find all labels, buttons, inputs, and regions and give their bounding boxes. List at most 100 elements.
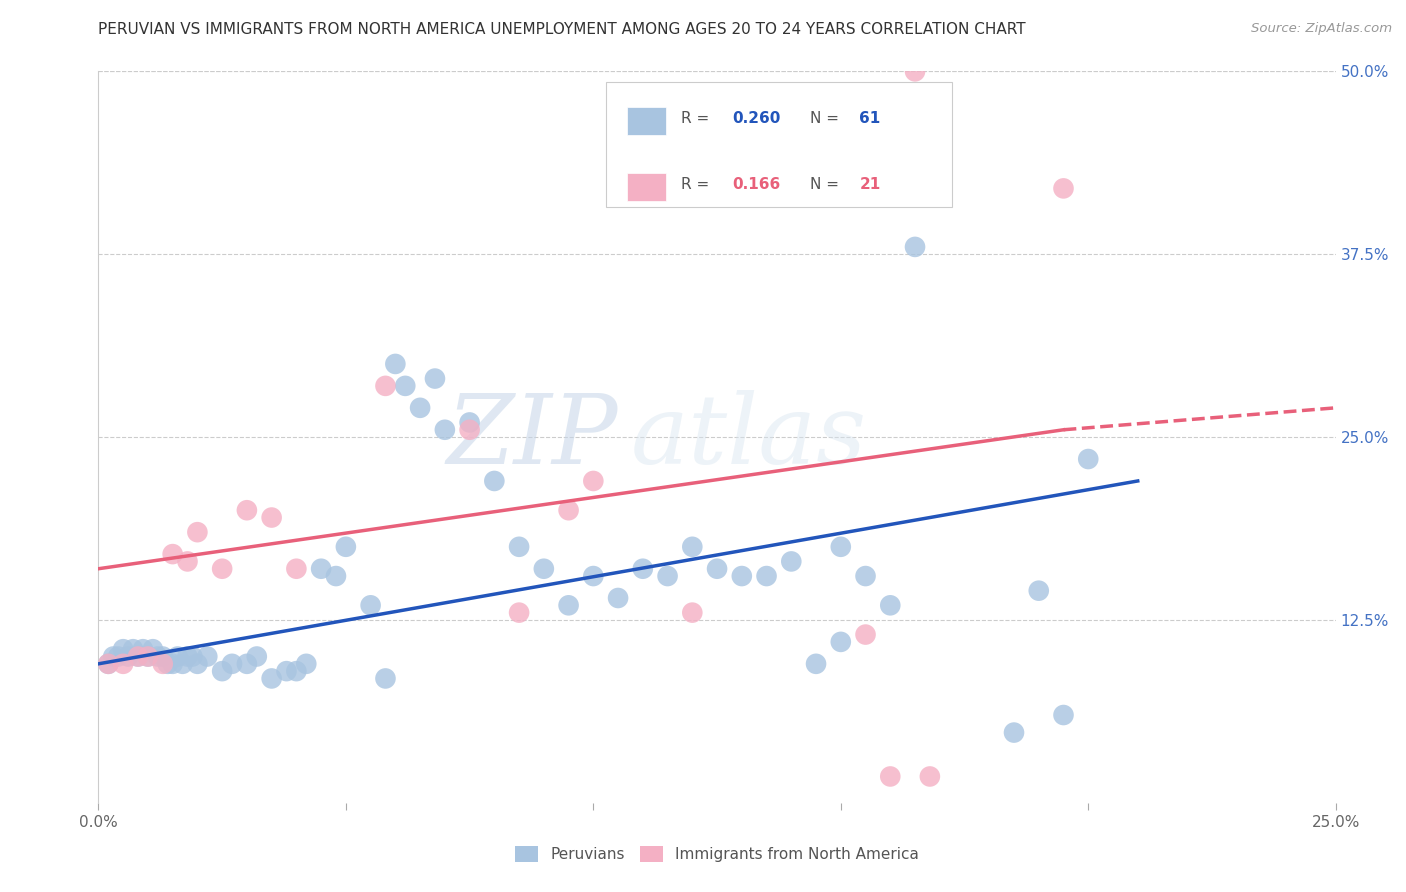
Point xyxy=(236,503,259,517)
Point xyxy=(855,569,877,583)
Point xyxy=(706,562,728,576)
Point xyxy=(533,562,555,576)
Point xyxy=(458,416,481,430)
Point xyxy=(211,562,233,576)
Point xyxy=(1052,181,1074,195)
Point xyxy=(830,540,852,554)
Point xyxy=(176,554,198,568)
Point xyxy=(136,649,159,664)
Point xyxy=(186,525,208,540)
Point xyxy=(127,649,149,664)
Point xyxy=(309,562,332,576)
Point xyxy=(246,649,269,664)
Point xyxy=(152,649,174,664)
Point xyxy=(221,657,243,671)
Point xyxy=(181,649,204,664)
Point xyxy=(731,569,754,583)
Point xyxy=(285,664,308,678)
Point xyxy=(918,769,941,783)
Point xyxy=(360,599,382,613)
Point xyxy=(97,657,120,671)
Point xyxy=(879,599,901,613)
FancyBboxPatch shape xyxy=(606,82,952,207)
Point xyxy=(260,672,283,686)
Text: PERUVIAN VS IMMIGRANTS FROM NORTH AMERICA UNEMPLOYMENT AMONG AGES 20 TO 24 YEARS: PERUVIAN VS IMMIGRANTS FROM NORTH AMERIC… xyxy=(98,22,1026,37)
Point xyxy=(423,371,446,385)
Point xyxy=(508,606,530,620)
Point xyxy=(681,540,703,554)
Point xyxy=(186,657,208,671)
Point xyxy=(433,423,456,437)
Text: 61: 61 xyxy=(859,112,880,127)
Point xyxy=(879,769,901,783)
Point xyxy=(211,664,233,678)
Point xyxy=(409,401,432,415)
Point xyxy=(152,657,174,671)
Point xyxy=(384,357,406,371)
Legend: Peruvians, Immigrants from North America: Peruvians, Immigrants from North America xyxy=(509,840,925,868)
Point xyxy=(1002,725,1025,739)
Point xyxy=(166,649,188,664)
Point xyxy=(103,649,125,664)
Point xyxy=(142,642,165,657)
Text: N =: N = xyxy=(810,112,844,127)
Text: 0.260: 0.260 xyxy=(733,112,780,127)
Point xyxy=(582,569,605,583)
Text: atlas: atlas xyxy=(630,390,866,484)
Point xyxy=(162,657,184,671)
Point xyxy=(755,569,778,583)
Point xyxy=(107,649,129,664)
Point xyxy=(136,649,159,664)
Point xyxy=(804,657,827,671)
Point xyxy=(122,642,145,657)
Point xyxy=(236,657,259,671)
Text: 21: 21 xyxy=(859,178,880,193)
Point xyxy=(374,379,396,393)
Point xyxy=(508,540,530,554)
Point xyxy=(557,599,579,613)
Point xyxy=(557,503,579,517)
FancyBboxPatch shape xyxy=(627,107,666,135)
Point xyxy=(458,423,481,437)
Point xyxy=(195,649,218,664)
Point xyxy=(657,569,679,583)
Point xyxy=(631,562,654,576)
Point xyxy=(112,642,135,657)
Point xyxy=(607,591,630,605)
Point xyxy=(582,474,605,488)
Point xyxy=(295,657,318,671)
Point xyxy=(132,642,155,657)
Point xyxy=(374,672,396,686)
Point xyxy=(394,379,416,393)
Point xyxy=(1028,583,1050,598)
Point xyxy=(830,635,852,649)
Point xyxy=(162,547,184,561)
Text: R =: R = xyxy=(681,178,714,193)
Point xyxy=(127,649,149,664)
Point xyxy=(1077,452,1099,467)
Text: ZIP: ZIP xyxy=(447,390,619,484)
Text: R =: R = xyxy=(681,112,714,127)
Point xyxy=(325,569,347,583)
Text: N =: N = xyxy=(810,178,844,193)
Point xyxy=(117,649,139,664)
Point xyxy=(146,649,169,664)
Point xyxy=(484,474,506,488)
Point xyxy=(335,540,357,554)
Point xyxy=(780,554,803,568)
Point xyxy=(97,657,120,671)
Point xyxy=(276,664,298,678)
Point xyxy=(904,64,927,78)
Point xyxy=(681,606,703,620)
Point xyxy=(855,627,877,641)
Point xyxy=(904,240,927,254)
Text: Source: ZipAtlas.com: Source: ZipAtlas.com xyxy=(1251,22,1392,36)
Point xyxy=(1052,708,1074,723)
Text: 0.166: 0.166 xyxy=(733,178,780,193)
Point xyxy=(260,510,283,524)
FancyBboxPatch shape xyxy=(627,173,666,201)
Point xyxy=(172,657,194,671)
Point xyxy=(112,657,135,671)
Point xyxy=(176,649,198,664)
Point xyxy=(285,562,308,576)
